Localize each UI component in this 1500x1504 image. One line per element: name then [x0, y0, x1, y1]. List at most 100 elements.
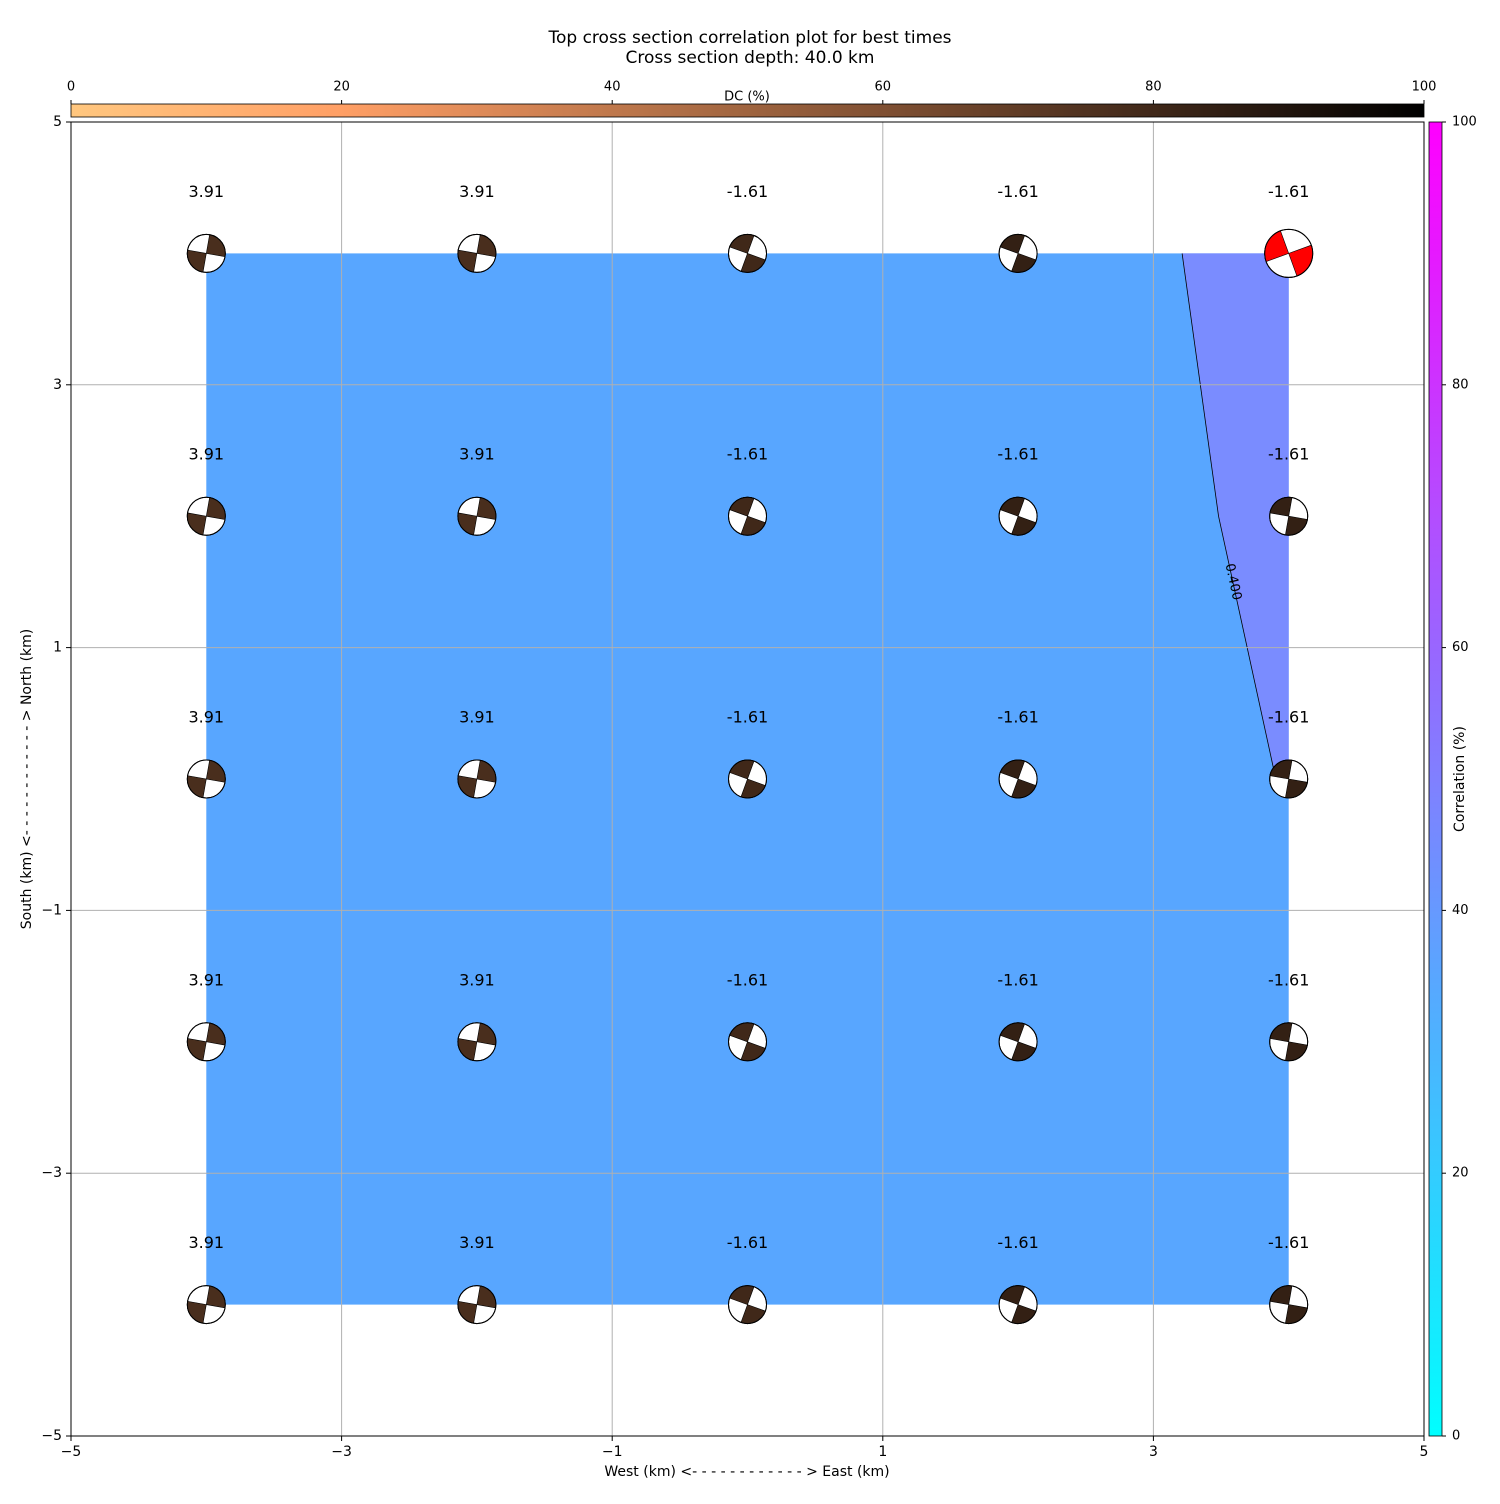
- beachball-quadrant: [187, 512, 207, 536]
- x-tick-label: 3: [1149, 1444, 1158, 1460]
- dc-colorbar-tick-label: 80: [1145, 80, 1162, 95]
- dc-colorbar-tick-label: 40: [604, 80, 621, 95]
- beachball: [728, 496, 767, 536]
- x-tick-label: 1: [878, 1444, 887, 1460]
- beachball: [728, 759, 767, 799]
- beachball-rim: [457, 759, 497, 799]
- beachball: [728, 1285, 767, 1325]
- corr-colorbar-tick-label: 20: [1452, 1166, 1469, 1181]
- beachball-rim: [1269, 1022, 1309, 1062]
- time-shift-label: 3.91: [188, 182, 224, 201]
- time-shift-label: 3.91: [188, 1233, 224, 1252]
- time-shift-label: 3.91: [459, 708, 495, 727]
- corr-colorbar-tick-label: 0: [1452, 1429, 1460, 1444]
- corr-colorbar-tick-label: 60: [1452, 640, 1469, 655]
- beachball-rim: [457, 233, 497, 273]
- beachball-quadrant: [1285, 778, 1308, 799]
- x-tick-label: 5: [1420, 1444, 1429, 1460]
- time-shift-label: -1.61: [997, 1233, 1038, 1252]
- beachball-rim: [186, 1022, 226, 1062]
- beachball-rim: [186, 759, 226, 799]
- time-shift-label: 3.91: [459, 970, 495, 989]
- time-shift-label: -1.61: [1268, 1233, 1309, 1252]
- time-shift-label: -1.61: [727, 1233, 768, 1252]
- beachball-rim: [998, 759, 1038, 799]
- beachball-rim: [186, 1285, 226, 1325]
- beachball: [186, 496, 226, 536]
- beachball: [998, 1022, 1038, 1062]
- time-shift-label: 3.91: [459, 1233, 495, 1252]
- corr-colorbar-tick-label: 40: [1452, 903, 1469, 918]
- time-shift-label: 3.91: [188, 445, 224, 464]
- dc-colorbar-tick-label: 0: [67, 80, 75, 95]
- time-shift-label: -1.61: [1268, 970, 1309, 989]
- dc-colorbar-tick-label: 60: [875, 80, 892, 95]
- beachball-rim: [457, 1022, 497, 1062]
- beachball: [186, 759, 226, 799]
- time-shift-label: -1.61: [997, 182, 1038, 201]
- beachball: [186, 1285, 226, 1325]
- dc-colorbar-label: DC (%): [724, 90, 770, 105]
- time-shift-label: -1.61: [727, 182, 768, 201]
- time-shift-label: 3.91: [459, 182, 495, 201]
- beachball-rim: [1269, 759, 1309, 799]
- beachball-rim: [998, 1285, 1038, 1325]
- beachball-rim: [186, 496, 226, 536]
- beachball-rim: [457, 1285, 497, 1325]
- y-tick-label: −3: [41, 1165, 62, 1181]
- beachball-rim: [728, 496, 767, 536]
- beachball-quadrant: [476, 234, 497, 258]
- dc-colorbar: [70, 103, 1425, 118]
- x-axis-label: West (km) <- - - - - - - - - - - - > Eas…: [604, 1464, 889, 1480]
- beachball-rim: [728, 233, 767, 273]
- beachball: [998, 233, 1038, 273]
- corr-colorbar-tick-label: 100: [1452, 115, 1477, 130]
- y-tick-label: 1: [53, 640, 62, 656]
- y-tick-label: 3: [53, 377, 62, 393]
- beachball-rim: [998, 496, 1038, 536]
- beachball: [1269, 759, 1309, 799]
- beachball: [1264, 228, 1314, 278]
- beachball-rim: [998, 233, 1038, 273]
- time-shift-label: -1.61: [997, 708, 1038, 727]
- corr-colorbar-label: Correlation (%): [1452, 726, 1468, 832]
- time-shift-label: -1.61: [727, 445, 768, 464]
- beachball-quadrant: [187, 1300, 207, 1324]
- time-shift-label: 3.91: [459, 445, 495, 464]
- time-shift-label: -1.61: [727, 708, 768, 727]
- corr-colorbar: [1428, 121, 1443, 1437]
- chart-title: Top cross section correlation plot for b…: [547, 28, 951, 48]
- beachball-quadrant: [187, 249, 207, 273]
- x-tick-label: −5: [61, 1444, 82, 1460]
- beachball-quadrant: [457, 1300, 478, 1324]
- beachball-rim: [728, 1022, 767, 1062]
- corr-colorbar-tick-label: 80: [1452, 377, 1469, 392]
- beachball: [728, 1022, 767, 1062]
- beachball-rim: [998, 1022, 1038, 1062]
- beachball: [998, 759, 1038, 799]
- y-tick-label: −1: [41, 902, 62, 918]
- time-shift-label: 3.91: [188, 708, 224, 727]
- beachball-quadrant: [1285, 1304, 1308, 1324]
- beachball-rim: [728, 1285, 767, 1325]
- beachball: [998, 1285, 1038, 1325]
- y-axis-label: South (km) <- - - - - - - - - - - - > No…: [19, 629, 35, 929]
- beachball-quadrant: [205, 234, 226, 258]
- dc-colorbar-tick-label: 20: [333, 80, 350, 95]
- time-shift-label: -1.61: [1268, 182, 1309, 201]
- time-shift-label: -1.61: [1268, 708, 1309, 727]
- beachball-quadrant: [1285, 515, 1308, 536]
- beachball: [1269, 1285, 1309, 1325]
- dc-colorbar-tick-label: 100: [1412, 80, 1437, 95]
- x-tick-label: −1: [602, 1444, 623, 1460]
- beachball: [457, 1285, 497, 1325]
- x-tick-label: −3: [331, 1444, 352, 1460]
- beachball-rim: [1264, 228, 1314, 278]
- beachball-rim: [186, 233, 226, 273]
- contour-fill-high: [1182, 253, 1289, 796]
- time-shift-label: -1.61: [727, 970, 768, 989]
- chart-subtitle: Cross section depth: 40.0 km: [626, 48, 875, 68]
- beachball: [1269, 1022, 1309, 1062]
- beachball-rim: [1269, 1285, 1309, 1325]
